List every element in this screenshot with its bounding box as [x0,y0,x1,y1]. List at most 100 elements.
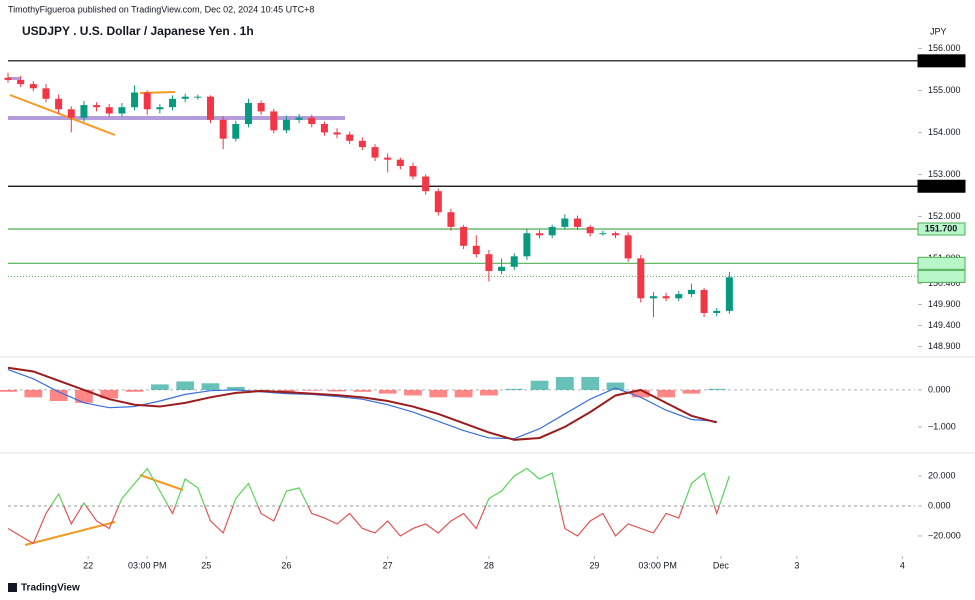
histogram-bar [480,389,498,396]
x-tick-label: 25 [201,560,211,570]
y-tick-label: 153.000 [928,169,961,179]
candle-body [713,310,721,313]
logo-mark [8,583,17,592]
candle-body [169,98,177,108]
candle-body [687,289,695,295]
x-tick-label: 3 [794,560,799,570]
candle-body [586,226,594,234]
candle-body [320,124,328,133]
candle-body [67,109,75,118]
histogram-bar [581,376,600,390]
brand: TradingView [21,583,80,594]
y-tick-label: 0.000 [928,500,951,510]
histogram-bar [631,389,650,398]
histogram-bar [75,389,93,403]
candle-body [460,226,468,246]
y-tick-label: 152.000 [928,211,961,221]
candle-body [536,233,544,236]
histogram-bar [226,386,245,390]
publisher-note: TimothyFigueroa published on TradingView… [8,4,314,14]
candle-body [611,233,619,236]
histogram-bar [353,389,372,392]
histogram-bar [151,384,169,390]
candle-body [346,134,354,141]
y-tick-label: 155.000 [928,85,961,95]
histogram-bar [277,389,296,392]
x-tick-label: 29 [589,560,599,570]
trend-line [9,94,116,136]
price-level-box [917,256,966,270]
candle-body [561,218,569,227]
histogram-bar [657,389,675,398]
histogram-bar [176,381,195,390]
y-tick-label: −20.000 [928,530,961,540]
candle-body [700,289,708,313]
candle-body [384,157,392,160]
candle-body [270,111,278,131]
histogram-bar [0,389,17,392]
histogram-bar [302,389,321,391]
candle-body [675,294,683,299]
x-tick-label: 4 [900,560,905,570]
symbol-title: USDJPY . U.S. Dollar / Japanese Yen . 1h [22,24,254,38]
y-tick-label: −1.000 [928,421,956,431]
candle-body [105,107,113,114]
histogram-bar [682,389,701,394]
y-tick-label: 149.900 [928,299,961,309]
band-marker [8,77,20,80]
x-tick-label: 03:00 PM [128,560,167,570]
candle-body [422,176,430,192]
candle-body [333,132,341,135]
candle-body [396,159,404,166]
candle-body [219,119,227,139]
candle-body [295,117,303,120]
y-tick-label: 149.400 [928,320,961,330]
support-band [8,116,345,120]
candle-body [637,258,645,299]
indicator-line [7,369,717,440]
histogram-bar [530,380,549,390]
price-level-box [917,179,966,193]
candle-body [42,88,50,99]
histogram-bar [24,389,43,398]
trend-line [24,521,116,546]
x-tick-label: 22 [83,560,93,570]
candle-body [244,103,252,124]
histogram-bar [429,389,448,398]
candle-body [93,105,101,108]
x-tick-label: 26 [281,560,291,570]
candle-body [624,235,632,259]
price-level-box [917,269,966,283]
candle-body [485,254,493,271]
histogram-bar [201,383,220,390]
candle-body [548,226,556,236]
oscillator-line-below [7,505,720,545]
candle-body [725,277,733,311]
y-tick-label: 156.000 [928,43,961,53]
candle-body [662,296,670,299]
candle-body [80,105,88,118]
candle-body [358,140,366,148]
candle-body [371,147,379,158]
candle-body [523,233,531,257]
candle-body [194,96,202,98]
candle-body [649,296,657,299]
histogram-bar [404,389,422,396]
candle-body [308,117,316,124]
histogram-bar [505,388,524,390]
candle-body [510,256,518,267]
candle-body [447,212,455,227]
candle-body [118,107,126,114]
candle-body [599,233,607,235]
indicator-line [7,366,717,441]
histogram-bar [707,388,726,390]
histogram-bar [328,389,346,392]
candle-body [232,124,240,139]
candle-body [409,166,417,177]
oscillator-line-above [50,467,730,506]
candle-body [498,266,506,271]
trend-line [139,474,184,491]
candle-body [257,103,265,112]
currency: JPY [930,26,947,36]
